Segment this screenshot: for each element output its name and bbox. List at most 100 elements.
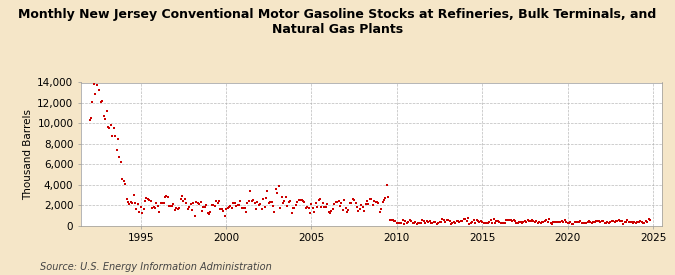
Point — [235, 199, 246, 204]
Point — [481, 221, 492, 226]
Point — [430, 220, 441, 224]
Point — [377, 200, 388, 204]
Point — [539, 219, 550, 223]
Point — [185, 202, 196, 207]
Point — [438, 218, 449, 223]
Point — [333, 199, 344, 203]
Point — [507, 218, 518, 223]
Point — [386, 218, 397, 222]
Point — [433, 221, 443, 225]
Point — [349, 197, 360, 202]
Point — [338, 208, 348, 213]
Point — [483, 221, 493, 225]
Point — [453, 218, 464, 223]
Point — [632, 220, 643, 224]
Point — [612, 219, 623, 223]
Point — [416, 221, 427, 225]
Point — [500, 221, 510, 226]
Point — [339, 198, 350, 203]
Point — [304, 211, 315, 215]
Point — [624, 220, 634, 224]
Point — [230, 201, 240, 205]
Point — [111, 147, 122, 152]
Point — [97, 99, 108, 103]
Point — [196, 209, 207, 213]
Point — [259, 205, 270, 209]
Point — [408, 221, 419, 225]
Point — [136, 205, 146, 209]
Point — [642, 220, 653, 225]
Point — [327, 207, 338, 211]
Point — [593, 219, 604, 223]
Point — [364, 197, 375, 201]
Point — [88, 82, 99, 87]
Point — [537, 219, 547, 224]
Point — [566, 221, 577, 226]
Point — [451, 219, 462, 224]
Point — [119, 182, 130, 186]
Point — [549, 220, 560, 224]
Point — [295, 198, 306, 203]
Point — [103, 125, 113, 129]
Point — [524, 219, 535, 223]
Point — [533, 221, 543, 225]
Point — [413, 221, 424, 225]
Point — [213, 199, 224, 203]
Point — [117, 177, 128, 181]
Point — [371, 200, 382, 205]
Point — [184, 205, 194, 210]
Point — [101, 109, 112, 113]
Point — [565, 220, 576, 225]
Point — [234, 203, 244, 207]
Point — [480, 221, 491, 225]
Point — [352, 205, 362, 209]
Point — [228, 201, 239, 206]
Point — [249, 201, 260, 205]
Point — [556, 219, 567, 223]
Point — [622, 218, 632, 222]
Point — [275, 205, 286, 210]
Point — [104, 126, 115, 130]
Point — [284, 200, 294, 205]
Point — [325, 210, 335, 215]
Point — [290, 203, 301, 207]
Point — [293, 198, 304, 203]
Point — [226, 206, 237, 210]
Point — [269, 210, 280, 214]
Point — [343, 208, 354, 213]
Point — [168, 202, 179, 207]
Point — [344, 200, 355, 205]
Point — [273, 184, 284, 188]
Point — [569, 220, 580, 224]
Point — [608, 219, 618, 223]
Point — [592, 219, 603, 223]
Point — [488, 217, 499, 221]
Point — [418, 219, 429, 223]
Point — [248, 198, 259, 202]
Point — [564, 221, 574, 225]
Point — [288, 206, 298, 210]
Point — [555, 220, 566, 224]
Point — [443, 218, 454, 222]
Point — [596, 219, 607, 224]
Point — [629, 220, 640, 224]
Point — [99, 114, 109, 119]
Point — [276, 194, 287, 199]
Point — [525, 219, 536, 224]
Point — [313, 198, 324, 202]
Point — [441, 218, 452, 223]
Point — [252, 200, 263, 205]
Point — [572, 220, 583, 224]
Point — [437, 217, 448, 221]
Point — [167, 204, 178, 208]
Point — [217, 207, 227, 211]
Point — [145, 199, 156, 204]
Point — [625, 220, 636, 224]
Point — [159, 195, 170, 199]
Point — [107, 134, 117, 138]
Point — [407, 220, 418, 225]
Point — [191, 200, 202, 204]
Point — [630, 221, 641, 225]
Point — [511, 221, 522, 225]
Point — [268, 204, 279, 208]
